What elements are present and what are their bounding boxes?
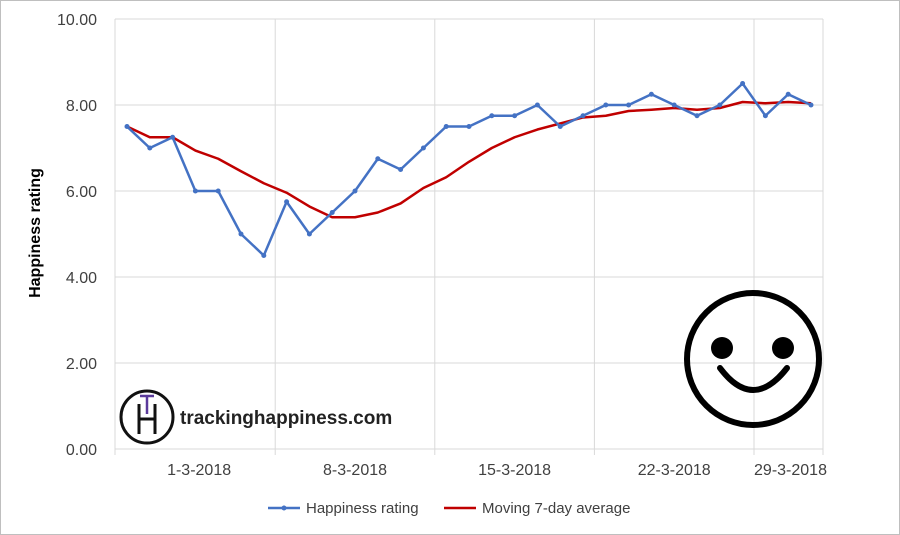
data-point-happiness-rating [306, 231, 312, 237]
legend: Happiness rating Moving 7-day average [268, 500, 630, 517]
data-point-happiness-rating [785, 91, 791, 97]
data-point-happiness-rating [580, 113, 586, 119]
x-tick-label: 22-3-2018 [638, 462, 711, 479]
data-point-happiness-rating [512, 113, 518, 119]
smiley-mouth [717, 365, 790, 393]
data-point-happiness-rating [284, 199, 290, 205]
data-point-happiness-rating [192, 188, 198, 194]
gridlines [114, 18, 824, 455]
logo-circle [119, 389, 175, 445]
x-tick-label: 15-3-2018 [478, 462, 551, 479]
tracking-happiness-logo: trackinghappiness.com [119, 389, 394, 445]
data-point-happiness-rating [147, 145, 153, 151]
data-point-happiness-rating [443, 124, 449, 129]
data-point-happiness-rating [466, 124, 472, 129]
data-point-happiness-rating [261, 253, 267, 258]
legend-label-moving-average: Moving 7-day average [482, 500, 630, 517]
smiley-face-outline [684, 290, 822, 428]
x-axis-tick-labels: 1-3-2018 8-3-2018 15-3-2018 22-3-2018 29-3-2… [167, 462, 827, 479]
data-point-happiness-rating [648, 91, 654, 97]
series-line-moving-average [126, 100, 812, 219]
data-point-happiness-rating [124, 124, 130, 129]
y-axis-title: Happiness rating [27, 168, 44, 298]
series-layer [124, 81, 814, 258]
y-tick-label: 2.00 [66, 356, 97, 373]
data-point-happiness-rating [603, 102, 609, 108]
data-point-happiness-rating [694, 113, 700, 119]
y-tick-label: 0.00 [66, 442, 97, 459]
y-tick-label: 8.00 [66, 98, 97, 115]
x-tick-label: 8-3-2018 [323, 462, 387, 479]
y-axis-tick-labels: 0.00 2.00 4.00 6.00 8.00 10.00 [57, 12, 97, 459]
y-tick-label: 4.00 [66, 270, 97, 287]
smiley-left-eye [711, 337, 733, 359]
data-point-happiness-rating [671, 102, 677, 108]
data-point-happiness-rating [352, 188, 358, 194]
series-line-happiness-rating [126, 82, 812, 257]
data-point-happiness-rating [398, 167, 404, 172]
smiley-right-eye [772, 337, 794, 359]
data-point-happiness-rating [375, 156, 381, 162]
data-point-happiness-rating [557, 124, 563, 129]
data-point-happiness-rating [717, 102, 723, 108]
legend-label-happiness: Happiness rating [306, 500, 419, 517]
x-tick-label: 1-3-2018 [167, 462, 231, 479]
data-point-happiness-rating [329, 210, 335, 215]
x-tick-label: 29-3-2018 [754, 462, 827, 479]
data-point-happiness-rating [420, 145, 426, 151]
legend-marker-happiness [281, 505, 287, 511]
data-point-happiness-rating [626, 102, 632, 108]
y-tick-label: 6.00 [66, 184, 97, 201]
smiley-face-icon [684, 290, 822, 428]
data-point-happiness-rating [238, 231, 244, 237]
data-point-happiness-rating [762, 113, 768, 119]
data-point-happiness-rating [170, 134, 176, 140]
data-point-happiness-rating [808, 102, 814, 108]
logo-text: trackinghappiness.com [180, 408, 392, 429]
data-point-happiness-rating [740, 81, 746, 86]
y-tick-label: 10.00 [57, 12, 97, 29]
data-point-happiness-rating [215, 188, 221, 194]
data-point-happiness-rating [534, 102, 540, 108]
data-point-happiness-rating [489, 113, 495, 119]
